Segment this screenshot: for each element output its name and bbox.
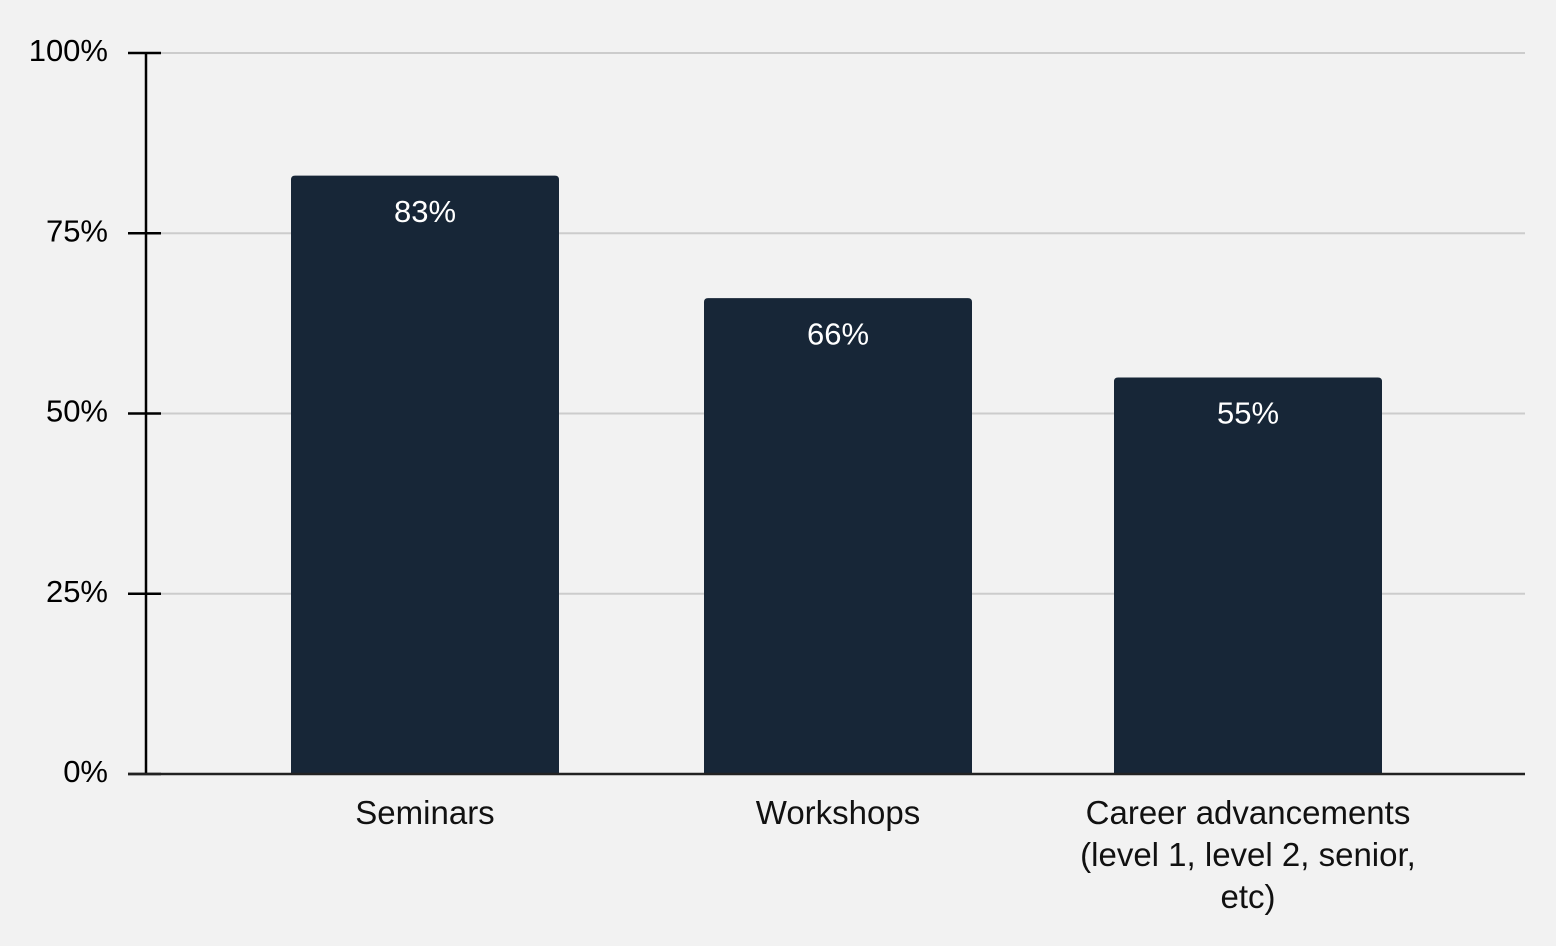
bars [291,175,1382,774]
bar [704,298,972,774]
data-label: 66% [807,316,869,351]
y-tick-label: 25% [46,574,108,609]
x-category-label-line: Workshops [756,794,920,831]
x-category-label-line: (level 1, level 2, senior, [1080,836,1416,873]
y-axis-tick-labels: 0% 25% 50% 75% 100% [29,33,108,789]
y-tick-label: 0% [63,754,108,789]
x-category-label-line: Career advancements [1086,794,1411,831]
data-labels: 83% 66% 55% [394,194,1279,431]
x-category-label: Career advancements (level 1, level 2, se… [1080,794,1416,915]
y-tick-label: 75% [46,213,108,248]
data-label: 55% [1217,396,1279,431]
x-category-label: Seminars [355,794,494,831]
bar [1114,377,1382,774]
x-category-label-line: etc) [1220,878,1275,915]
x-category-label: Workshops [756,794,920,831]
y-tick-label: 50% [46,394,108,429]
x-axis-category-labels: Seminars Workshops Career advancements (lev… [355,794,1416,915]
data-label: 83% [394,194,456,229]
axes [128,51,1525,776]
x-category-label-line: Seminars [355,794,494,831]
y-tick-label: 100% [29,33,108,68]
bar [291,175,559,774]
